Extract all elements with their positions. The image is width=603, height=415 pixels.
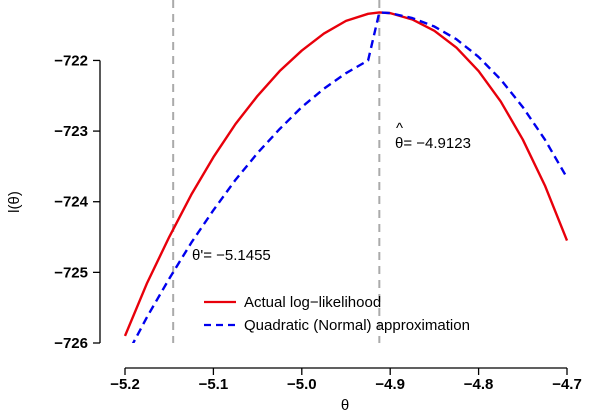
annotation-theta-hat: θ= −4.9123 — [395, 135, 471, 152]
series-line-actual — [123, 11, 569, 337]
x-tick-label-3: −4.9 — [375, 376, 405, 393]
annotation-theta-hat-mark: ^ — [396, 120, 403, 137]
series-layer — [123, 11, 569, 343]
legend: Actual log−likelihood Quadratic (Normal)… — [204, 294, 470, 334]
x-tick-label-0: −5.2 — [110, 376, 140, 393]
y-tick-label-2: −724 — [54, 194, 88, 211]
y-axis-label: l(θ) — [6, 191, 23, 213]
x-axis-label: θ — [341, 397, 349, 414]
legend-label-actual: Actual log−likelihood — [244, 294, 381, 311]
annotation-theta-prime: θ'= −5.1455 — [192, 247, 271, 264]
y-axis: −726 −725 −724 −723 −722 — [54, 52, 101, 352]
x-tick-label-4: −4.8 — [464, 376, 494, 393]
x-axis: −5.2 −5.1 −5.0 −4.9 −4.8 −4.7 — [110, 367, 582, 393]
y-tick-label-3: −723 — [54, 123, 88, 140]
series-line-quadratic — [131, 11, 569, 343]
y-tick-label-1: −725 — [54, 264, 88, 281]
x-tick-label-1: −5.1 — [199, 376, 229, 393]
x-tick-label-5: −4.7 — [552, 376, 582, 393]
legend-label-quadratic: Quadratic (Normal) approximation — [244, 317, 470, 334]
reference-lines — [172, 0, 381, 343]
y-tick-label-4: −722 — [54, 52, 88, 69]
x-tick-label-2: −5.0 — [287, 376, 317, 393]
y-tick-label-0: −726 — [54, 335, 88, 352]
